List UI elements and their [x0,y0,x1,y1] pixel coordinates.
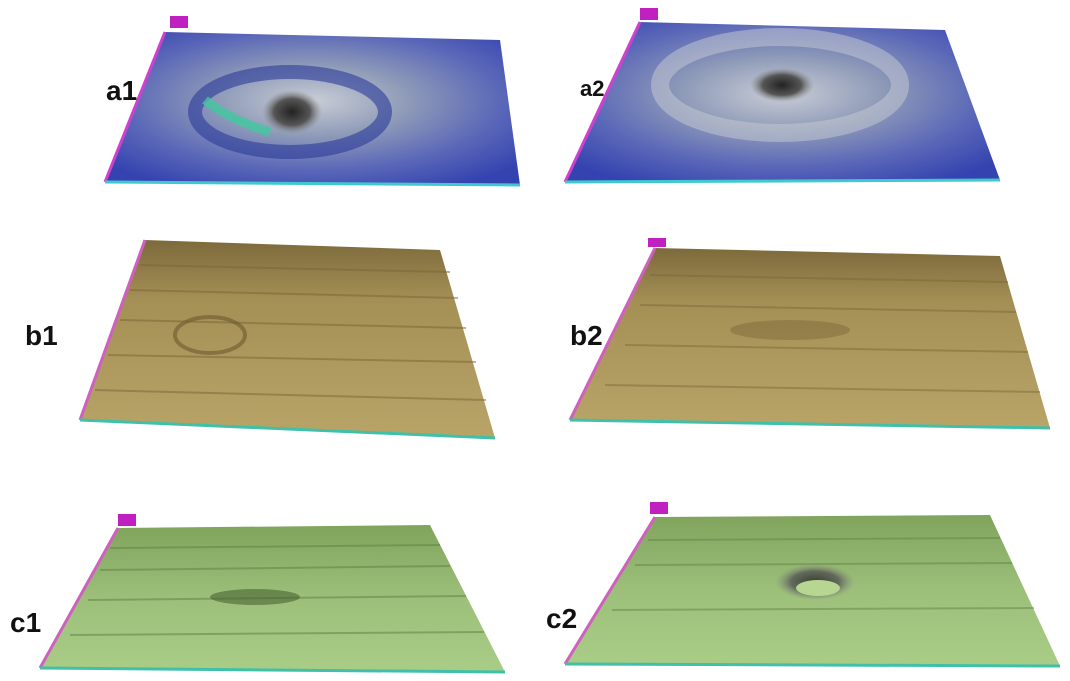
panel-a1: a1 [105,16,520,185]
panel-b1: b1 [25,240,495,438]
panel-c2: c2 [546,502,1060,666]
marker [118,514,136,526]
panel-b2: b2 [570,238,1050,428]
figure: a1 a2 b1 b2 [0,0,1070,681]
axis-edge [565,180,1000,182]
crater [750,68,814,102]
crater [262,90,322,134]
axis-edge [565,664,1060,666]
surface [80,240,495,438]
marker [170,16,188,28]
marker [650,502,668,514]
marker [648,238,666,247]
panel-label: a1 [106,75,137,106]
panel-label: c2 [546,603,577,634]
panel-label: b2 [570,320,603,351]
pit [210,589,300,605]
panel-label: a2 [580,76,604,101]
pit [730,320,850,340]
panel-a2: a2 [565,8,1000,182]
panel-label: c1 [10,607,41,638]
marker [640,8,658,20]
panel-c1: c1 [10,514,505,672]
panel-label: b1 [25,320,58,351]
crater-floor [796,580,840,596]
